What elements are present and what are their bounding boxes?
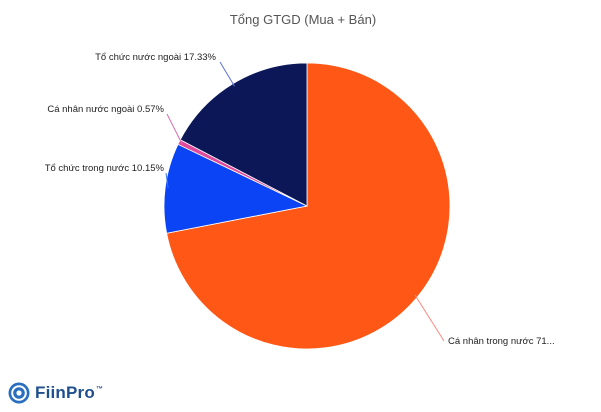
leader-line-3 bbox=[166, 113, 183, 144]
slice-label-4: Tổ chức nước ngoài 17.33% bbox=[95, 52, 216, 63]
leader-line-4 bbox=[219, 61, 235, 87]
leader-line-1 bbox=[414, 294, 445, 342]
leader-lines bbox=[165, 61, 445, 342]
brand-name: FiinPro™ bbox=[35, 383, 104, 402]
fiinpro-logo-icon bbox=[8, 382, 30, 404]
pie-chart: Tổng GTGD (Mua + Bán) Cá nhân trong nước… bbox=[45, 12, 555, 350]
pie-slice-1 bbox=[166, 62, 451, 350]
brand-logo: FiinPro™ bbox=[8, 381, 103, 405]
pie-slices bbox=[163, 62, 451, 350]
slice-label-3: Cá nhân nước ngoài 0.57% bbox=[47, 104, 164, 115]
pie-slice-2 bbox=[163, 143, 309, 234]
chart-title: Tổng GTGD (Mua + Bán) bbox=[230, 12, 376, 27]
leader-line-2 bbox=[165, 172, 169, 189]
slice-label-2: Tổ chức trong nước 10.15% bbox=[45, 163, 165, 174]
slice-labels: Cá nhân trong nước 71... Tổ chức trong nư… bbox=[45, 52, 555, 347]
brand-trademark: ™ bbox=[95, 386, 104, 394]
slice-label-1: Cá nhân trong nước 71... bbox=[448, 336, 555, 347]
